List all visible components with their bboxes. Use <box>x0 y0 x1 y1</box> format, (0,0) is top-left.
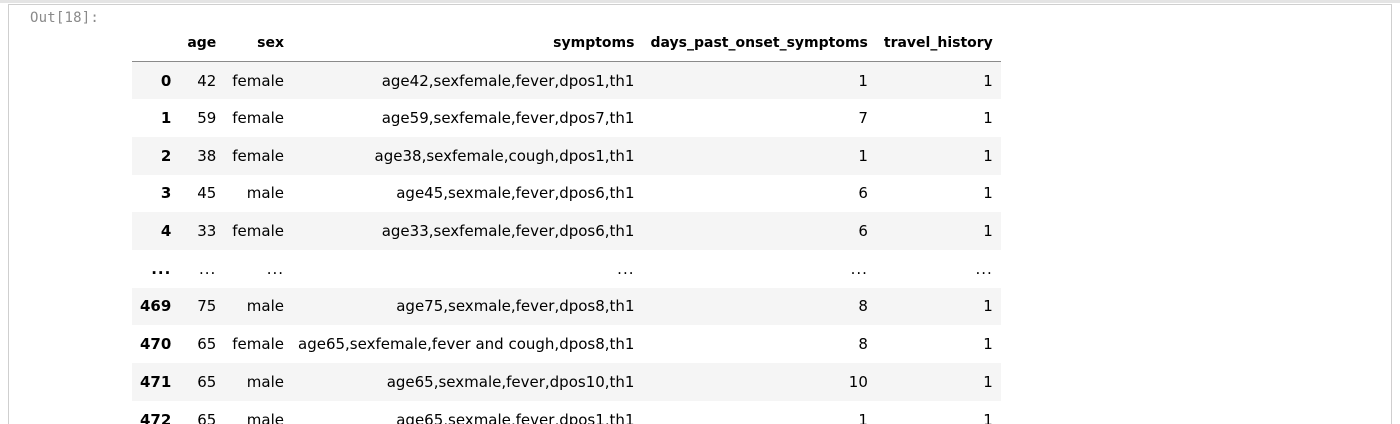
cell-days-past-onset-symptoms: 1 <box>858 146 868 165</box>
cell-sex: female <box>232 71 284 90</box>
row-index: 0 <box>160 71 172 90</box>
column-header-days-past-onset-symptoms: days_past_onset_symptoms <box>642 24 876 62</box>
table-row: 2 38 female age38,sexfemale,cough,dpos1,th1… <box>132 136 1001 175</box>
cell-days-past-onset-symptoms: 8 <box>858 297 868 316</box>
cell-travel-history: 1 <box>983 184 993 203</box>
header-row: age sex symptoms days_past_onset_symptom… <box>132 24 1001 62</box>
cell-days-past-onset-symptoms: 7 <box>858 109 868 128</box>
cell-age: 65 <box>197 410 217 424</box>
cell-travel-history: 1 <box>983 146 993 165</box>
cell-age: 45 <box>197 184 217 203</box>
cell-age: 59 <box>197 109 217 128</box>
cell-sex: female <box>232 146 284 165</box>
table-row: 4 33 female age33,sexfemale,fever,dpos6,th1… <box>132 212 1001 250</box>
cell-travel-history: 1 <box>983 71 993 90</box>
dataframe-table: age sex symptoms days_past_onset_symptom… <box>132 24 1001 424</box>
cell-days-past-onset-symptoms: 10 <box>848 372 868 391</box>
row-index: 469 <box>140 297 172 316</box>
cell-symptoms: ... <box>617 259 635 278</box>
cell-symptoms: age59,sexfemale,fever,dpos7,th1 <box>381 109 635 128</box>
output-prompt: Out[18]: <box>30 10 100 26</box>
cell-sex: male <box>246 372 284 391</box>
cell-days-past-onset-symptoms: ... <box>850 259 868 278</box>
column-header-sex: sex <box>224 24 292 62</box>
table-row: 471 65 male age65,sexmale,fever,dpos10,th1 1… <box>132 363 1001 401</box>
row-index: 471 <box>140 372 172 391</box>
cell-travel-history: 1 <box>983 335 993 354</box>
cell-travel-history: ... <box>975 259 993 278</box>
row-index: ... <box>151 259 172 278</box>
row-index: 4 <box>160 222 172 241</box>
cell-days-past-onset-symptoms: 1 <box>858 71 868 90</box>
cell-age: ... <box>198 259 217 278</box>
cell-age: 42 <box>197 71 217 90</box>
table-row: 472 65 male age65,sexmale,fever,dpos1,th1 1 1 <box>132 401 1001 424</box>
cell-age: 33 <box>197 222 217 241</box>
cell-days-past-onset-symptoms: 6 <box>858 222 868 241</box>
cell-sex: male <box>246 410 284 424</box>
cell-sex: female <box>232 335 284 354</box>
cell-travel-history: 1 <box>983 297 993 316</box>
cell-symptoms: age33,sexfemale,fever,dpos6,th1 <box>381 222 635 241</box>
column-header-travel-history: travel_history <box>875 24 1001 62</box>
cell-travel-history: 1 <box>983 109 993 128</box>
row-index: 3 <box>160 184 172 203</box>
table-row: 469 75 male age75,sexmale,fever,dpos8,th1 8 1 <box>132 287 1001 326</box>
column-header-age: age <box>179 24 225 62</box>
cell-travel-history: 1 <box>983 372 993 391</box>
cell-symptoms: age65,sexmale,fever,dpos1,th1 <box>396 410 635 424</box>
cell-age: 38 <box>197 146 217 165</box>
table-row: .................. <box>132 250 1001 288</box>
cell-travel-history: 1 <box>983 410 993 424</box>
table-row: 0 42 female age42,sexfemale,fever,dpos1,th1… <box>132 61 1001 100</box>
cell-symptoms: age38,sexfemale,cough,dpos1,th1 <box>374 146 635 165</box>
cell-days-past-onset-symptoms: 6 <box>858 184 868 203</box>
cell-symptoms: age65,sexfemale,fever and cough,dpos8,th… <box>298 335 635 354</box>
cell-symptoms: age65,sexmale,fever,dpos10,th1 <box>386 372 635 391</box>
index-header <box>132 24 180 62</box>
cell-symptoms: age45,sexmale,fever,dpos6,th1 <box>396 184 635 203</box>
cell-age: 65 <box>197 372 217 391</box>
cell-age: 75 <box>197 297 217 316</box>
column-header-symptoms: symptoms <box>292 24 643 62</box>
cell-sex: female <box>232 222 284 241</box>
row-index: 1 <box>160 109 172 128</box>
table-row: 3 45 male age45,sexmale,fever,dpos6,th1 6 1 <box>132 175 1001 213</box>
cell-symptoms: age42,sexfemale,fever,dpos1,th1 <box>381 71 635 90</box>
row-index: 2 <box>160 146 172 165</box>
window-top-edge <box>0 0 1400 3</box>
cell-sex: male <box>246 184 284 203</box>
output-cell <box>8 4 1392 424</box>
cell-days-past-onset-symptoms: 1 <box>858 410 868 424</box>
cell-sex: female <box>232 109 284 128</box>
row-index: 470 <box>140 335 172 354</box>
cell-age: 65 <box>197 335 217 354</box>
cell-sex: male <box>246 297 284 316</box>
cell-sex: ... <box>266 259 284 278</box>
cell-travel-history: 1 <box>983 222 993 241</box>
table-row: 470 65 female age65,sexfemale,fever and cou… <box>132 325 1001 363</box>
cell-symptoms: age75,sexmale,fever,dpos8,th1 <box>396 297 635 316</box>
cell-days-past-onset-symptoms: 8 <box>858 335 868 354</box>
table-row: 1 59 female age59,sexfemale,fever,dpos7,th1… <box>132 99 1001 137</box>
row-index: 472 <box>140 410 172 424</box>
